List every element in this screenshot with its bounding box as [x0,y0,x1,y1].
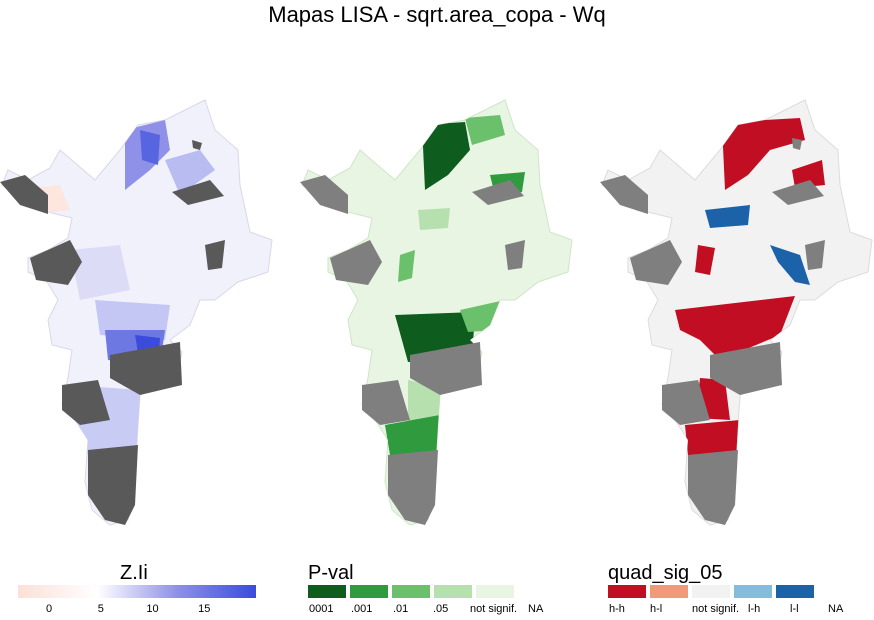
legend-label: l-l [790,603,799,615]
map-p-val [300,99,573,526]
legend-label: NA [828,603,844,615]
z-tick-label: 5 [97,603,104,615]
legend-key [650,585,688,598]
legend-key [434,585,472,598]
legend-key [734,585,772,598]
legend-label: not signif. [470,603,518,615]
legend-key [518,585,556,598]
legend-title-p: P-val [308,562,354,584]
legend-key [818,585,856,598]
map-z-ii [0,99,273,526]
legend-label: .01 [393,603,409,615]
legend-title-q: quad_sig_05 [608,562,723,584]
legend-key [392,585,430,598]
legend-label: h-l [650,603,663,615]
z-tick-label: 10 [146,603,159,615]
legend-key [476,585,514,598]
legend-key [308,585,346,598]
legend-title-z: Z.Ii [120,562,148,584]
legend-key [692,585,730,598]
legend-label: h-h [609,603,625,615]
legend-p-val [308,585,556,598]
z-tick-label: 0 [45,603,53,615]
legend-label: .05 [433,603,449,615]
legend-label: l-h [748,603,761,615]
legend-quad-sig [608,585,856,598]
legend-key [350,585,388,598]
z-tick-label: 15 [198,603,211,615]
legend-z-ii [18,585,256,598]
map-quad-sig [600,99,873,526]
legend-label: not signif. [692,603,740,615]
legend-label: .001 [351,603,373,615]
legend-key [608,585,646,598]
legend-label: NA [528,603,544,615]
chart-title: Mapas LISA - sqrt.area_copa - Wq [268,2,606,27]
legend-key [776,585,814,598]
colorbar [18,585,256,598]
legend-label: 0001 [309,603,334,615]
